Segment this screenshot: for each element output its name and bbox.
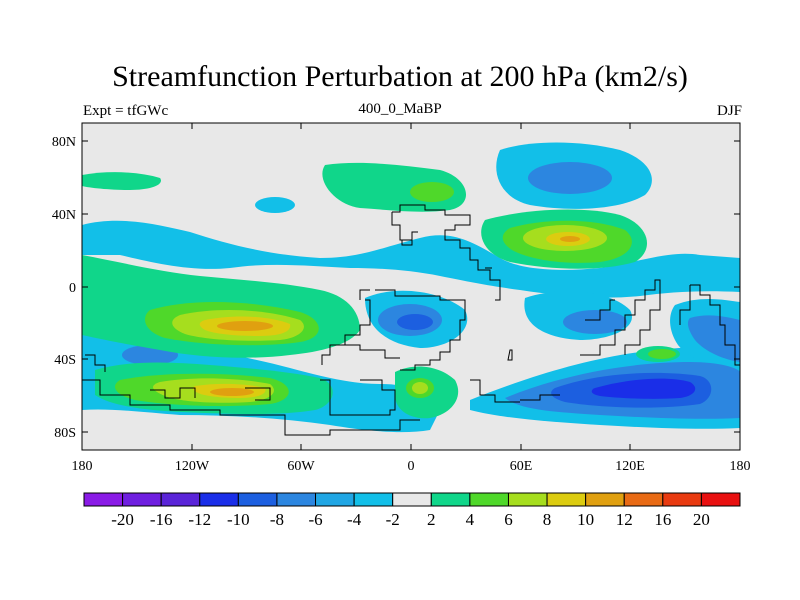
colorbar-label: 12 [616,510,633,529]
lon-label-180e: 180 [730,459,751,474]
colorbar-swatch [507,492,548,507]
colorbar-swatch [546,492,587,507]
colorbar-swatch [122,492,162,507]
season-label: DJF [716,103,742,119]
lat-label-40s: 40S [54,353,76,368]
colorbar: -20 -16 -12 -10 -8 -6 -4 -2 2 4 6 8 10 12 16 20 [83,492,741,529]
lon-label-60w: 60W [287,459,315,474]
colorbar-label: -12 [188,510,211,529]
lon-label-0: 0 [408,459,415,474]
experiment-label: Expt = tfGWc [83,103,169,119]
colorbar-swatch [392,492,432,507]
colorbar-swatch [237,492,278,507]
contour-positive-peak [210,236,580,396]
case-label: 400_0_MaBP [358,101,442,117]
colorbar-label: -10 [227,510,250,529]
axis-ticks [82,123,740,450]
lat-label-eq: 0 [69,281,76,296]
colorbar-swatch [199,492,239,507]
colorbar-label: -4 [347,510,362,529]
colorbar-label: 4 [466,510,475,529]
contour-negative-core [591,378,696,399]
colorbar-label: 10 [577,510,594,529]
lat-label-80s: 80S [54,426,76,441]
colorbar-label: 20 [693,510,710,529]
colorbar-label: 2 [427,510,436,529]
colorbar-swatch [700,492,741,507]
lat-label-40n: 40N [52,208,76,223]
colorbar-label: -20 [111,510,134,529]
colorbar-swatch [623,492,664,507]
colorbar-label: 6 [504,510,513,529]
colorbar-swatch [662,492,702,507]
colorbar-swatch [83,492,124,507]
colorbar-swatch [585,492,625,507]
colorbar-label: -16 [150,510,173,529]
colorbar-label: 16 [654,510,671,529]
colorbar-swatch [469,492,509,507]
colorbar-swatch [160,492,201,507]
lon-label-60e: 60E [510,459,533,474]
colorbar-label: -6 [308,510,322,529]
map-title: Streamfunction Perturbation at 200 hPa (… [112,60,688,93]
colorbar-label: 8 [543,510,552,529]
colorbar-swatch [276,492,317,507]
lon-label-120e: 120E [615,459,645,474]
lat-label-80n: 80N [52,135,76,150]
map-panel [82,123,740,450]
lon-label-120w: 120W [175,459,210,474]
colorbar-label: -8 [270,510,284,529]
colorbar-swatch [315,492,355,507]
colorbar-swatch [430,492,471,507]
lon-label-180w: 180 [72,459,93,474]
coastlines [82,204,740,436]
colorbar-label: -2 [386,510,400,529]
colorbar-swatch [353,492,394,507]
